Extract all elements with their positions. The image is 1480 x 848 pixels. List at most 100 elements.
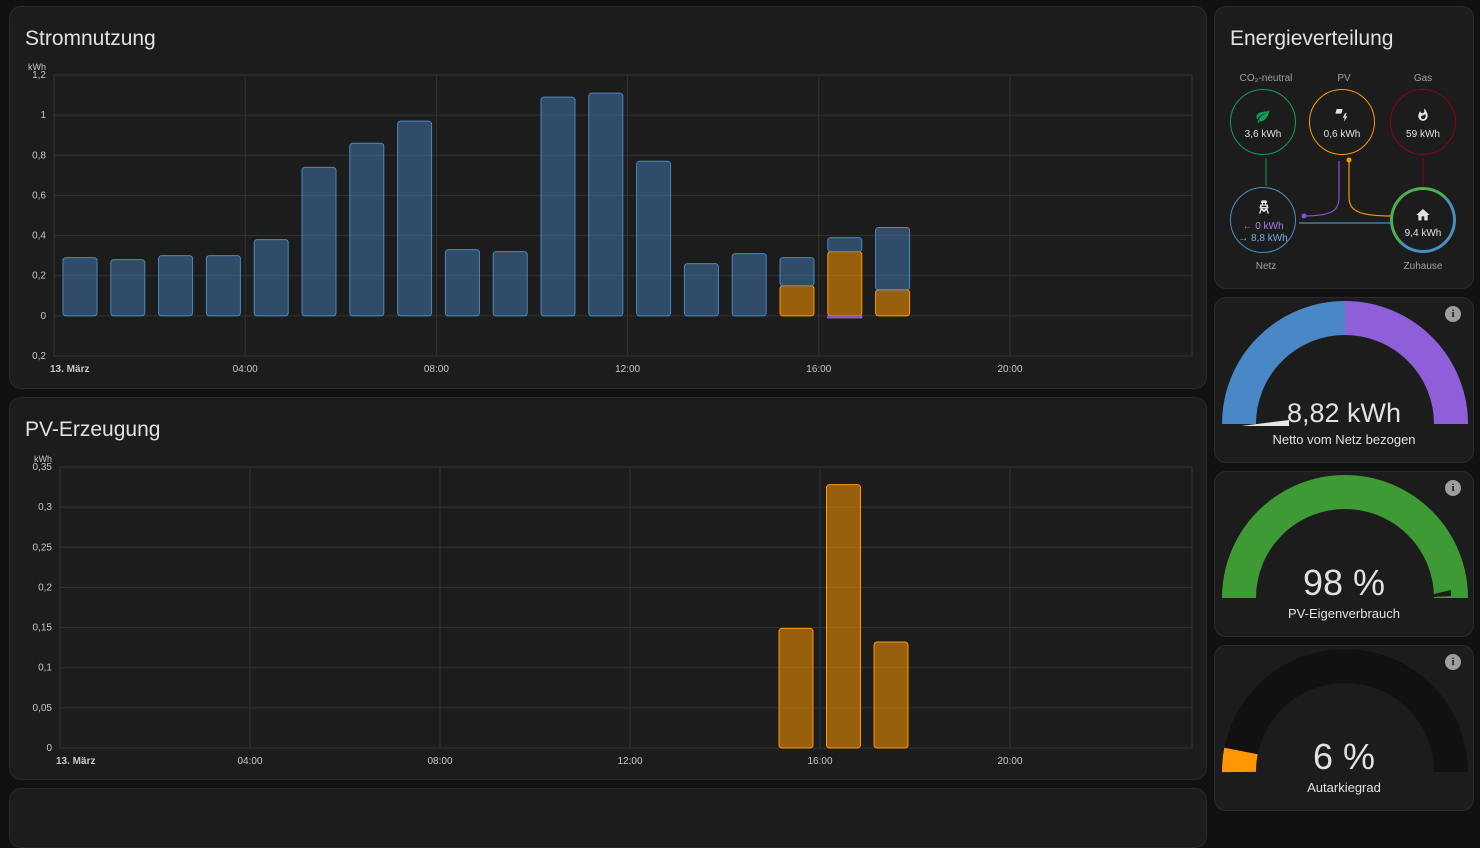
grid-usage-bar [827, 237, 863, 253]
y-tick-label: 0,2 [32, 351, 46, 362]
x-tick-label: 16:00 [806, 364, 831, 375]
pv-production-bar [873, 641, 909, 749]
co2-value: 3,6 kWh [1244, 129, 1282, 140]
solar-power-icon [1335, 109, 1348, 122]
co2-node[interactable]: 3,6 kWh [1230, 89, 1296, 155]
grid-import: → 8,8 kWh [1238, 233, 1288, 244]
gas-label: Gas [1413, 73, 1433, 84]
x-tick-label: 13. März [50, 364, 89, 375]
pv-node[interactable]: 0,6 kWh [1309, 89, 1375, 155]
x-tick-label: 04:00 [233, 364, 258, 375]
home-icon [1416, 209, 1430, 221]
grid-usage-bar [301, 166, 337, 317]
grid-usage-bar [588, 92, 624, 317]
pv-usage-bar [779, 285, 815, 317]
grid-usage-bar [444, 249, 480, 317]
pv-label: PV [1337, 73, 1351, 84]
home-node[interactable]: 9,4 kWh [1390, 187, 1456, 253]
stromnutzung-chart[interactable]: 1,2 1 0,8 0,6 0,4 0,2 0 0,2 kWh 13. März 04:00 08:0… [10, 7, 1207, 389]
autarkiegrad-gauge [1222, 649, 1468, 773]
y-tick-label: 0 [46, 743, 52, 754]
grid-usage-bar [683, 263, 719, 317]
grid-usage-bar [253, 239, 289, 317]
y-unit-label: kWh [28, 62, 46, 72]
grid-usage-bar [636, 160, 672, 317]
x-tick-label: 12:00 [617, 756, 642, 767]
y-tick-label: 0,2 [38, 582, 52, 593]
grid-usage-bar [540, 96, 576, 317]
x-tick-label: 20:00 [997, 756, 1022, 767]
flow-lines [1265, 157, 1424, 224]
x-tick-label: 13. März [56, 756, 95, 767]
x-tick-label: 04:00 [237, 756, 262, 767]
info-icon[interactable]: i [1445, 306, 1461, 322]
netz-gauge-label: Netto vom Netz bezogen [1272, 432, 1416, 447]
pv-eigenverbrauch-label: PV-Eigenverbrauch [1287, 606, 1400, 621]
grid-usage-bar [110, 259, 146, 317]
stromnutzung-card: Stromnutzung 1,2 1 0,8 0,6 0,4 0,2 0 0,2 kWh 13. … [9, 6, 1207, 389]
x-tick-label: 12:00 [615, 364, 640, 375]
y-tick-label: 0,05 [33, 703, 53, 714]
pv-erzeugung-title: PV-Erzeugung [25, 418, 161, 441]
y-tick-label: 0 [40, 311, 46, 322]
netz-gauge-card: i 8,82 kWh Netto vom Netz bezogen [1214, 297, 1474, 463]
energieverteilung-card: Energieverteilung CO₂-neutral 3,6 kWh PV… [1214, 6, 1474, 289]
pv-eigenverbrauch-gauge [1222, 475, 1468, 599]
grid-usage-bar [875, 227, 911, 291]
energieverteilung-title: Energieverteilung [1230, 27, 1394, 50]
grid-node[interactable]: ← 0 kWh → 8,8 kWh [1230, 187, 1296, 253]
y-tick-label: 0,35 [33, 462, 53, 473]
grid-usage-bar [397, 120, 433, 317]
export-bar [827, 315, 863, 319]
plot-frame [59, 466, 1193, 749]
x-tick-label: 16:00 [807, 756, 832, 767]
y-tick-label: 0,15 [33, 623, 53, 634]
info-icon[interactable]: i [1445, 654, 1461, 670]
autarkiegrad-value: 6 % [1312, 736, 1376, 777]
leaf-icon [1256, 110, 1270, 123]
autarkiegrad-label: Autarkiegrad [1307, 780, 1381, 795]
y-tick-label: 0,2 [32, 271, 46, 282]
grid-usage-bar [492, 251, 528, 317]
autarkiegrad-card: i 6 % Autarkiegrad [1214, 645, 1474, 811]
pv-erzeugung-card: PV-Erzeugung 0,35 0,3 0,25 0,2 0,15 0,1 0,05 0 k… [9, 397, 1207, 780]
y-tick-label: 1 [40, 110, 46, 121]
grid-export: ← 0 kWh [1242, 221, 1284, 232]
y-tick-label: 1,2 [32, 70, 46, 81]
netz-gauge-value: 8,82 kWh [1286, 398, 1402, 428]
gas-value: 59 kWh [1406, 129, 1440, 140]
y-tick-label: 0,3 [38, 502, 52, 513]
x-tick-label: 20:00 [997, 364, 1022, 375]
x-tick-label: 08:00 [427, 756, 452, 767]
pv-eigenverbrauch-card: i 98 % PV-Eigenverbrauch [1214, 471, 1474, 637]
gas-node[interactable]: 59 kWh [1390, 89, 1456, 155]
grid-usage-bar [158, 255, 194, 317]
grid-label: Netz [1255, 261, 1277, 272]
next-card [9, 788, 1207, 848]
fire-icon [1418, 108, 1428, 121]
grid-usage-bar [62, 257, 98, 317]
grid-usage-bar [349, 142, 385, 317]
pv-usage-bar [827, 251, 863, 317]
pv-value: 0,6 kWh [1323, 129, 1361, 140]
y-unit-label: kWh [34, 454, 52, 464]
pv-erzeugung-chart[interactable]: 0,35 0,3 0,25 0,2 0,15 0,1 0,05 0 kWh 13. März 04:… [10, 398, 1207, 780]
home-value: 9,4 kWh [1404, 228, 1442, 239]
grid-usage-bar [779, 257, 815, 287]
y-tick-label: 0,6 [32, 190, 46, 201]
home-label: Zuhause [1403, 261, 1443, 272]
y-tick-label: 0,25 [33, 542, 53, 553]
y-tick-label: 0,8 [32, 150, 46, 161]
pv-production-bar [826, 484, 861, 749]
y-tick-label: 0,1 [38, 663, 52, 674]
stromnutzung-title: Stromnutzung [25, 27, 156, 50]
netz-gauge [1222, 301, 1468, 426]
pv-eigenverbrauch-value: 98 % [1302, 562, 1386, 603]
grid-usage-bar [205, 255, 241, 317]
co2-label: CO₂-neutral [1239, 73, 1293, 84]
info-icon[interactable]: i [1445, 480, 1461, 496]
pv-usage-bar [875, 289, 911, 317]
pv-production-bar [778, 627, 814, 749]
grid-usage-bar [731, 253, 767, 317]
transmission-tower-icon [1259, 200, 1269, 214]
